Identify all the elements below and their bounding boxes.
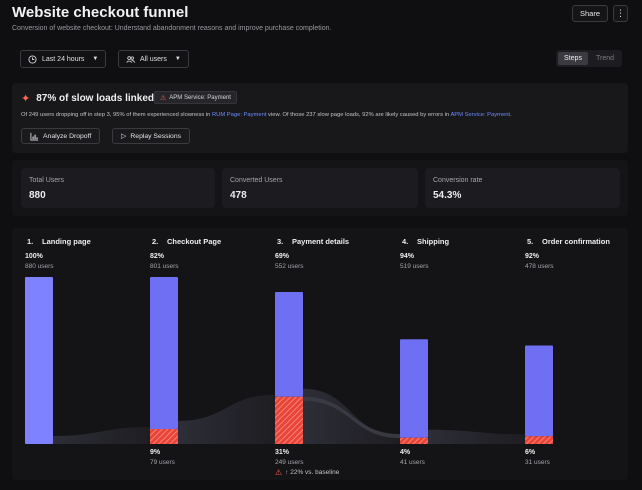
page-subtitle: Conversion of website checkout: Understa… bbox=[12, 25, 332, 32]
step-dropoff-pct: 6% bbox=[525, 449, 536, 456]
step-name: Shipping bbox=[417, 237, 450, 246]
insight-title: 87% of slow loads linked bbox=[36, 93, 155, 104]
step-conversion-users: 801 users bbox=[150, 263, 179, 270]
step-conversion-pct: 69% bbox=[275, 253, 290, 260]
step-name: Payment details bbox=[292, 237, 350, 246]
funnel-flow-2 bbox=[178, 394, 275, 444]
funnel-bar bbox=[25, 277, 53, 444]
funnel-dropoff bbox=[150, 429, 178, 444]
warning-icon: ⚠ bbox=[275, 468, 283, 477]
analyze-dropoff-button[interactable]: Analyze Dropoff bbox=[21, 128, 101, 144]
funnel-bar bbox=[400, 339, 428, 438]
total-users-card: Total Users 880 bbox=[21, 168, 215, 208]
stat-value: 54.3% bbox=[433, 190, 462, 201]
insight-description: Of 249 users dropping off in step 3, 95%… bbox=[21, 112, 512, 118]
step-conversion-pct: 92% bbox=[525, 253, 540, 260]
insight-text-1: Of 249 users dropping off in step 3, 95%… bbox=[21, 112, 212, 118]
replay-sessions-label: Replay Sessions bbox=[130, 132, 182, 140]
clock-icon bbox=[28, 54, 37, 64]
step-conversion-users: 519 users bbox=[400, 263, 429, 270]
converted-users-card: Converted Users 478 bbox=[222, 168, 418, 208]
funnel-chart: 1. Landing page 100% 880 users 2. Checkout Pa… bbox=[12, 228, 628, 480]
chevron-down-icon: ▼ bbox=[92, 56, 99, 62]
view-toggle: Steps Trend bbox=[556, 50, 622, 67]
funnel-flow-4 bbox=[428, 429, 525, 444]
step-index: 1. bbox=[27, 237, 34, 246]
stat-label: Total Users bbox=[29, 177, 65, 184]
funnel-bar bbox=[150, 277, 178, 430]
stat-value: 478 bbox=[230, 190, 247, 201]
conversion-rate-card: Conversion rate 54.3% bbox=[425, 168, 620, 208]
step-conversion-pct: 100% bbox=[25, 253, 43, 260]
warning-icon: ⚠ bbox=[160, 94, 167, 102]
apm-service-link[interactable]: APM Service: Payment bbox=[450, 112, 511, 118]
replay-sessions-button[interactable]: ▷ Replay Sessions bbox=[112, 128, 191, 144]
more-options-icon[interactable]: ⋮ bbox=[613, 5, 628, 22]
funnel-bar bbox=[275, 291, 303, 397]
step-conversion-pct: 94% bbox=[400, 253, 415, 260]
stats-panel: Total Users 880 Converted Users 478 Conv… bbox=[12, 160, 628, 216]
analyze-dropoff-label: Analyze Dropoff bbox=[43, 132, 92, 140]
insight-heading: ✦ 87% of slow loads linked bbox=[21, 92, 154, 105]
step-conversion-users: 552 users bbox=[275, 263, 304, 270]
step-name: Order confirmation bbox=[542, 237, 610, 246]
step-index: 5. bbox=[527, 237, 534, 246]
funnel-dropoff bbox=[275, 396, 303, 444]
baseline-comparison: ⚠ ↑ 22% vs. baseline bbox=[275, 468, 339, 477]
step-dropoff-pct: 31% bbox=[275, 449, 290, 456]
rum-page-link[interactable]: RUM Page: Payment bbox=[211, 112, 267, 118]
funnel-dropoff bbox=[400, 437, 428, 444]
step-name: Checkout Page bbox=[167, 237, 222, 246]
step-name: Landing page bbox=[42, 237, 91, 246]
time-range-label: Last 24 hours bbox=[42, 55, 85, 63]
page-title: Website checkout funnel bbox=[12, 4, 189, 21]
audience-dropdown[interactable]: All users ▼ bbox=[118, 50, 189, 68]
funnel-svg bbox=[25, 277, 553, 444]
step-dropoff-users: 41 users bbox=[400, 459, 425, 466]
stat-label: Conversion rate bbox=[433, 177, 483, 184]
apm-service-label: APM Service: Payment bbox=[169, 94, 231, 101]
share-button[interactable]: Share bbox=[572, 5, 608, 22]
stat-label: Converted Users bbox=[230, 177, 283, 184]
step-dropoff-users: 249 users bbox=[275, 459, 304, 466]
step-index: 4. bbox=[402, 237, 409, 246]
step-conversion-users: 880 users bbox=[25, 263, 54, 270]
analyze-icon bbox=[30, 132, 39, 141]
funnel-flow-main bbox=[303, 396, 400, 438]
steps-view-tab[interactable]: Steps bbox=[558, 52, 588, 65]
insight-text-2: view. Of those 237 slow page loads, 92% … bbox=[266, 112, 451, 118]
baseline-text: ↑ 22% vs. baseline bbox=[285, 469, 340, 476]
trend-view-tab[interactable]: Trend bbox=[595, 55, 615, 62]
insight-text-3: . bbox=[510, 112, 512, 118]
sparkle-icon: ✦ bbox=[21, 93, 31, 105]
step-conversion-pct: 82% bbox=[150, 253, 165, 260]
funnel-bar bbox=[525, 345, 553, 437]
time-range-dropdown[interactable]: Last 24 hours ▼ bbox=[20, 50, 107, 68]
step-index: 3. bbox=[277, 237, 284, 246]
step-dropoff-users: 31 users bbox=[525, 459, 550, 466]
play-icon: ▷ bbox=[121, 133, 127, 140]
step-dropoff-pct: 4% bbox=[400, 449, 411, 456]
funnel-dropoff bbox=[525, 436, 553, 444]
funnel-flow-1 bbox=[53, 427, 150, 444]
stat-value: 880 bbox=[29, 190, 46, 201]
chevron-down-icon: ▼ bbox=[174, 56, 181, 62]
step-dropoff-pct: 9% bbox=[150, 449, 161, 456]
step-dropoff-users: 79 users bbox=[150, 459, 175, 466]
step-index: 2. bbox=[152, 237, 159, 246]
users-icon bbox=[126, 55, 135, 63]
audience-label: All users bbox=[140, 55, 167, 63]
insight-panel: ✦ 87% of slow loads linked ⚠ APM Service… bbox=[12, 83, 628, 153]
step-conversion-users: 478 users bbox=[525, 263, 554, 270]
apm-service-tag[interactable]: ⚠ APM Service: Payment bbox=[154, 91, 237, 104]
